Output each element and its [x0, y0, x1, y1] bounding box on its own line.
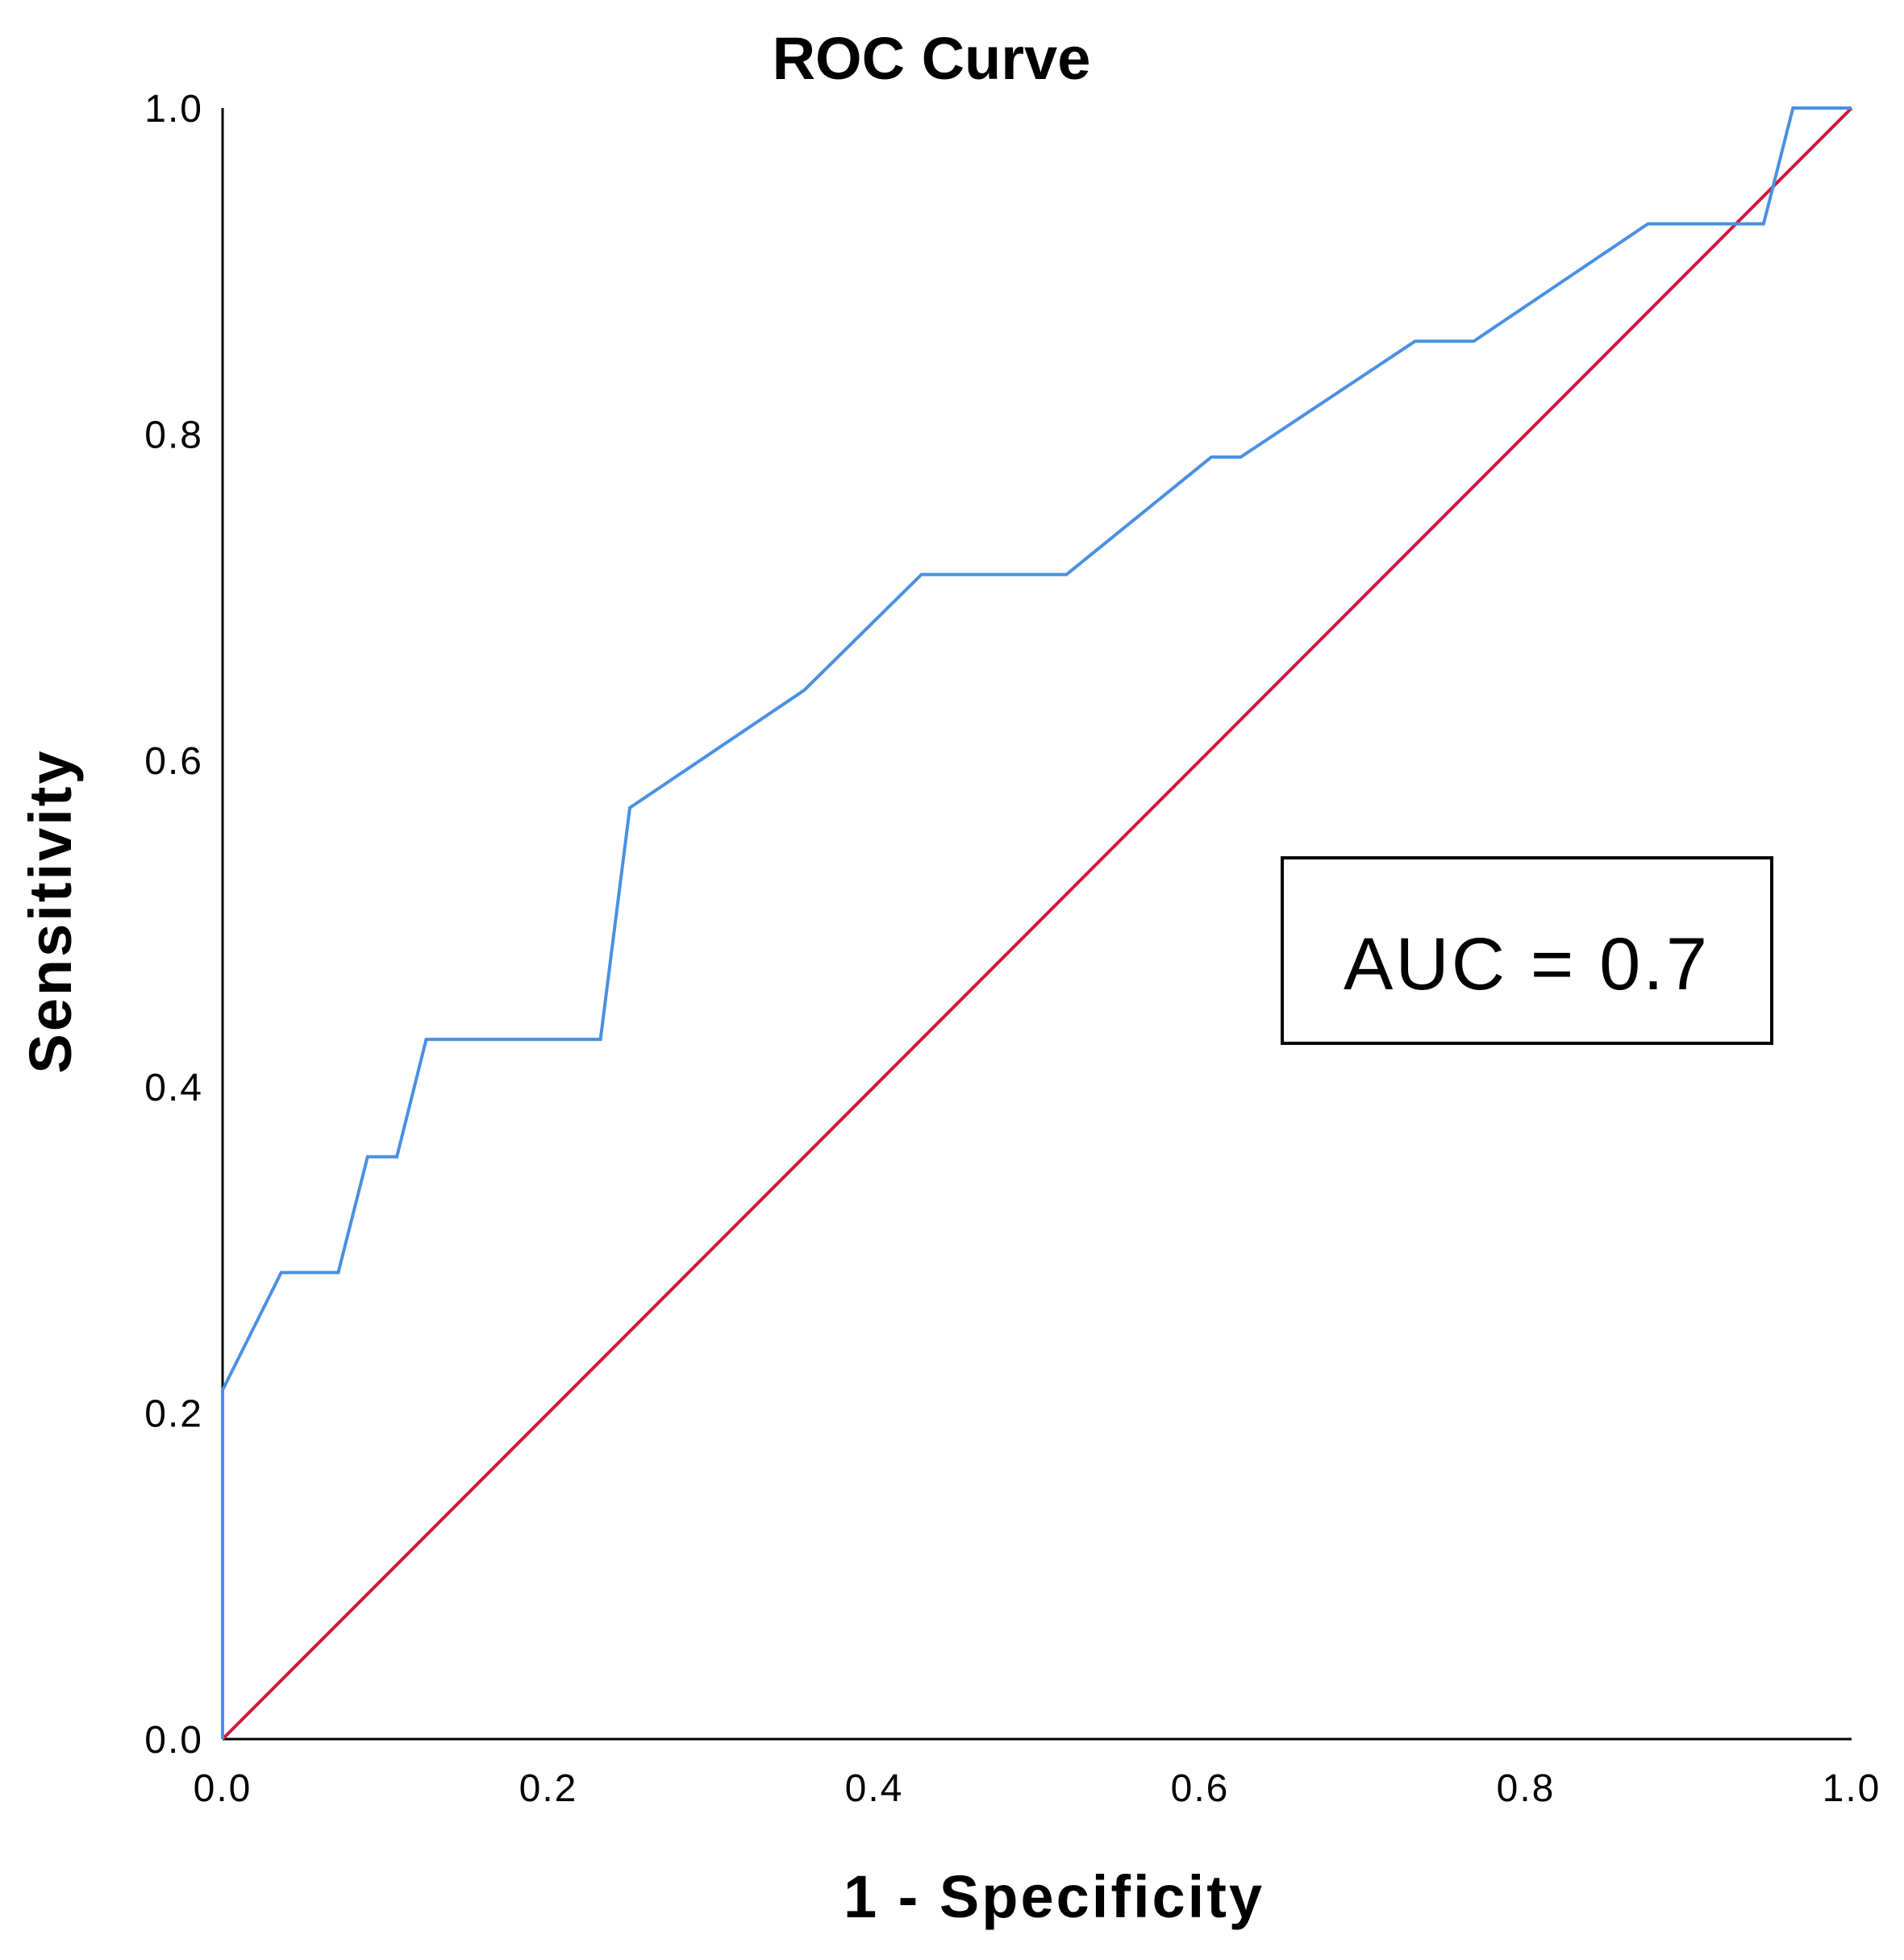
reference-diagonal-line: [221, 106, 1853, 1741]
roc-curve-line: [221, 106, 1852, 1739]
x-tick-label: 1.0: [1823, 1767, 1881, 1810]
auc-annotation-box: [1281, 856, 1773, 1045]
x-tick-label: 0.8: [1497, 1767, 1556, 1810]
auc-annotation: AUC = 0.7: [1344, 923, 1710, 1005]
x-tick-label: 0.6: [1171, 1767, 1230, 1810]
y-tick-label: 0.6: [144, 740, 203, 783]
chart-title: ROC Curve: [773, 25, 1091, 92]
y-axis-label: Sensitivity: [17, 748, 84, 1073]
x-tick-label: 0.4: [845, 1767, 904, 1810]
y-tick-label: 1.0: [144, 88, 203, 131]
y-tick-label: 0.0: [144, 1719, 203, 1762]
y-tick-label: 0.4: [144, 1067, 203, 1109]
y-tick-label: 0.8: [144, 414, 203, 457]
y-tick-label: 0.2: [144, 1392, 203, 1435]
x-axis-label: 1 - Specificity: [844, 1863, 1264, 1930]
y-axis-ticks: 0.0 0.2 0.4 0.6 0.8 1.0: [144, 88, 203, 1762]
series-layer: [221, 106, 1853, 1741]
x-axis-ticks: 0.0 0.2 0.4 0.6 0.8 1.0: [194, 1767, 1881, 1810]
x-tick-label: 0.2: [519, 1767, 578, 1810]
x-tick-label: 0.0: [194, 1767, 252, 1810]
